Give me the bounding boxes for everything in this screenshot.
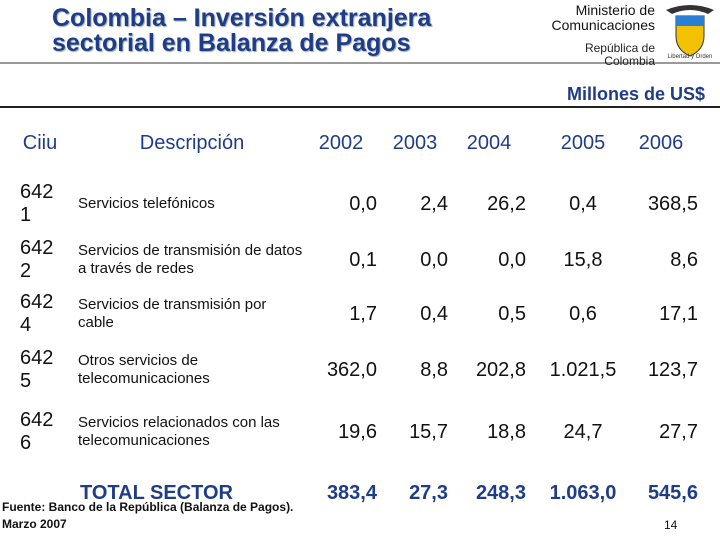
value-cell: 1,7 (349, 302, 377, 325)
footer-date: Marzo 2007 (2, 517, 67, 531)
value-cell: 123,7 (647, 358, 698, 381)
value-cell: 1.021,5 (549, 358, 617, 381)
description: Servicios telefónicos (78, 195, 215, 212)
column-header: Ciiu (22, 131, 58, 154)
column-header: Descripción (139, 131, 245, 154)
page-number: 14 (664, 518, 678, 532)
value-cell: 202,8 (475, 358, 526, 381)
coat-of-arms: Libertad y Orden (666, 5, 714, 60)
value-cell: 15,8 (563, 248, 603, 271)
column-header: 2006 (638, 131, 684, 154)
value-cell: 0,4 (420, 302, 448, 325)
value-cell: 27,7 (659, 420, 698, 443)
title-rule (0, 62, 720, 64)
table-top-rule (0, 106, 720, 108)
ciiu-code: 6422 (20, 237, 54, 282)
total-label: TOTAL SECTOR (80, 481, 233, 504)
value-cell: 17,1 (659, 302, 698, 325)
column-header: 2004 (466, 131, 512, 154)
value-cell: 8,6 (670, 248, 698, 271)
ministry-name: Ministerio de Comunicaciones (551, 2, 656, 33)
column-header: 2005 (560, 131, 606, 154)
value-cell: 19,6 (338, 420, 377, 443)
ciiu-code: 6424 (20, 291, 54, 336)
value-cell: 362,0 (326, 358, 377, 381)
description: Servicios de transmisión de datos a trav… (78, 242, 303, 277)
value-cell: 0,0 (498, 248, 526, 271)
total-value: 1.063,0 (549, 481, 617, 504)
total-value: 383,4 (326, 481, 377, 504)
units-label: Millones de US$ (566, 84, 705, 104)
column-header: 2002 (318, 131, 364, 154)
description: Servicios relacionados con las telecomun… (78, 414, 280, 449)
value-cell: 24,7 (563, 420, 603, 443)
total-value: 248,3 (475, 481, 526, 504)
value-cell: 2,4 (420, 192, 448, 215)
description: Servicios de transmisión por cable (78, 296, 267, 331)
total-value: 545,6 (647, 481, 698, 504)
value-cell: 0,1 (349, 248, 377, 271)
value-cell: 8,8 (420, 358, 448, 381)
ciiu-code: 6421 (20, 181, 54, 226)
value-cell: 368,5 (647, 192, 698, 215)
value-cell: 0,5 (498, 302, 526, 325)
value-cell: 0,6 (569, 302, 597, 325)
description: Otros servicios de telecomunicaciones (78, 352, 210, 387)
ciiu-code: 6426 (20, 409, 54, 454)
value-cell: 26,2 (487, 192, 526, 215)
ciiu-code: 6425 (20, 347, 54, 392)
value-cell: 18,8 (487, 420, 526, 443)
country-name: República de Colombia (584, 41, 655, 68)
value-cell: 15,7 (409, 420, 448, 443)
value-cell: 0,0 (420, 248, 448, 271)
total-value: 27,3 (409, 481, 448, 504)
svg-text:Libertad y Orden: Libertad y Orden (668, 54, 713, 60)
slide-title: Colombia – Inversión extranjera sectoria… (52, 4, 432, 57)
footer-source: Fuente: Banco de la República (Balanza d… (2, 500, 294, 514)
value-cell: 0,0 (349, 192, 377, 215)
value-cell: 0,4 (569, 192, 597, 215)
column-header: 2003 (392, 131, 438, 154)
